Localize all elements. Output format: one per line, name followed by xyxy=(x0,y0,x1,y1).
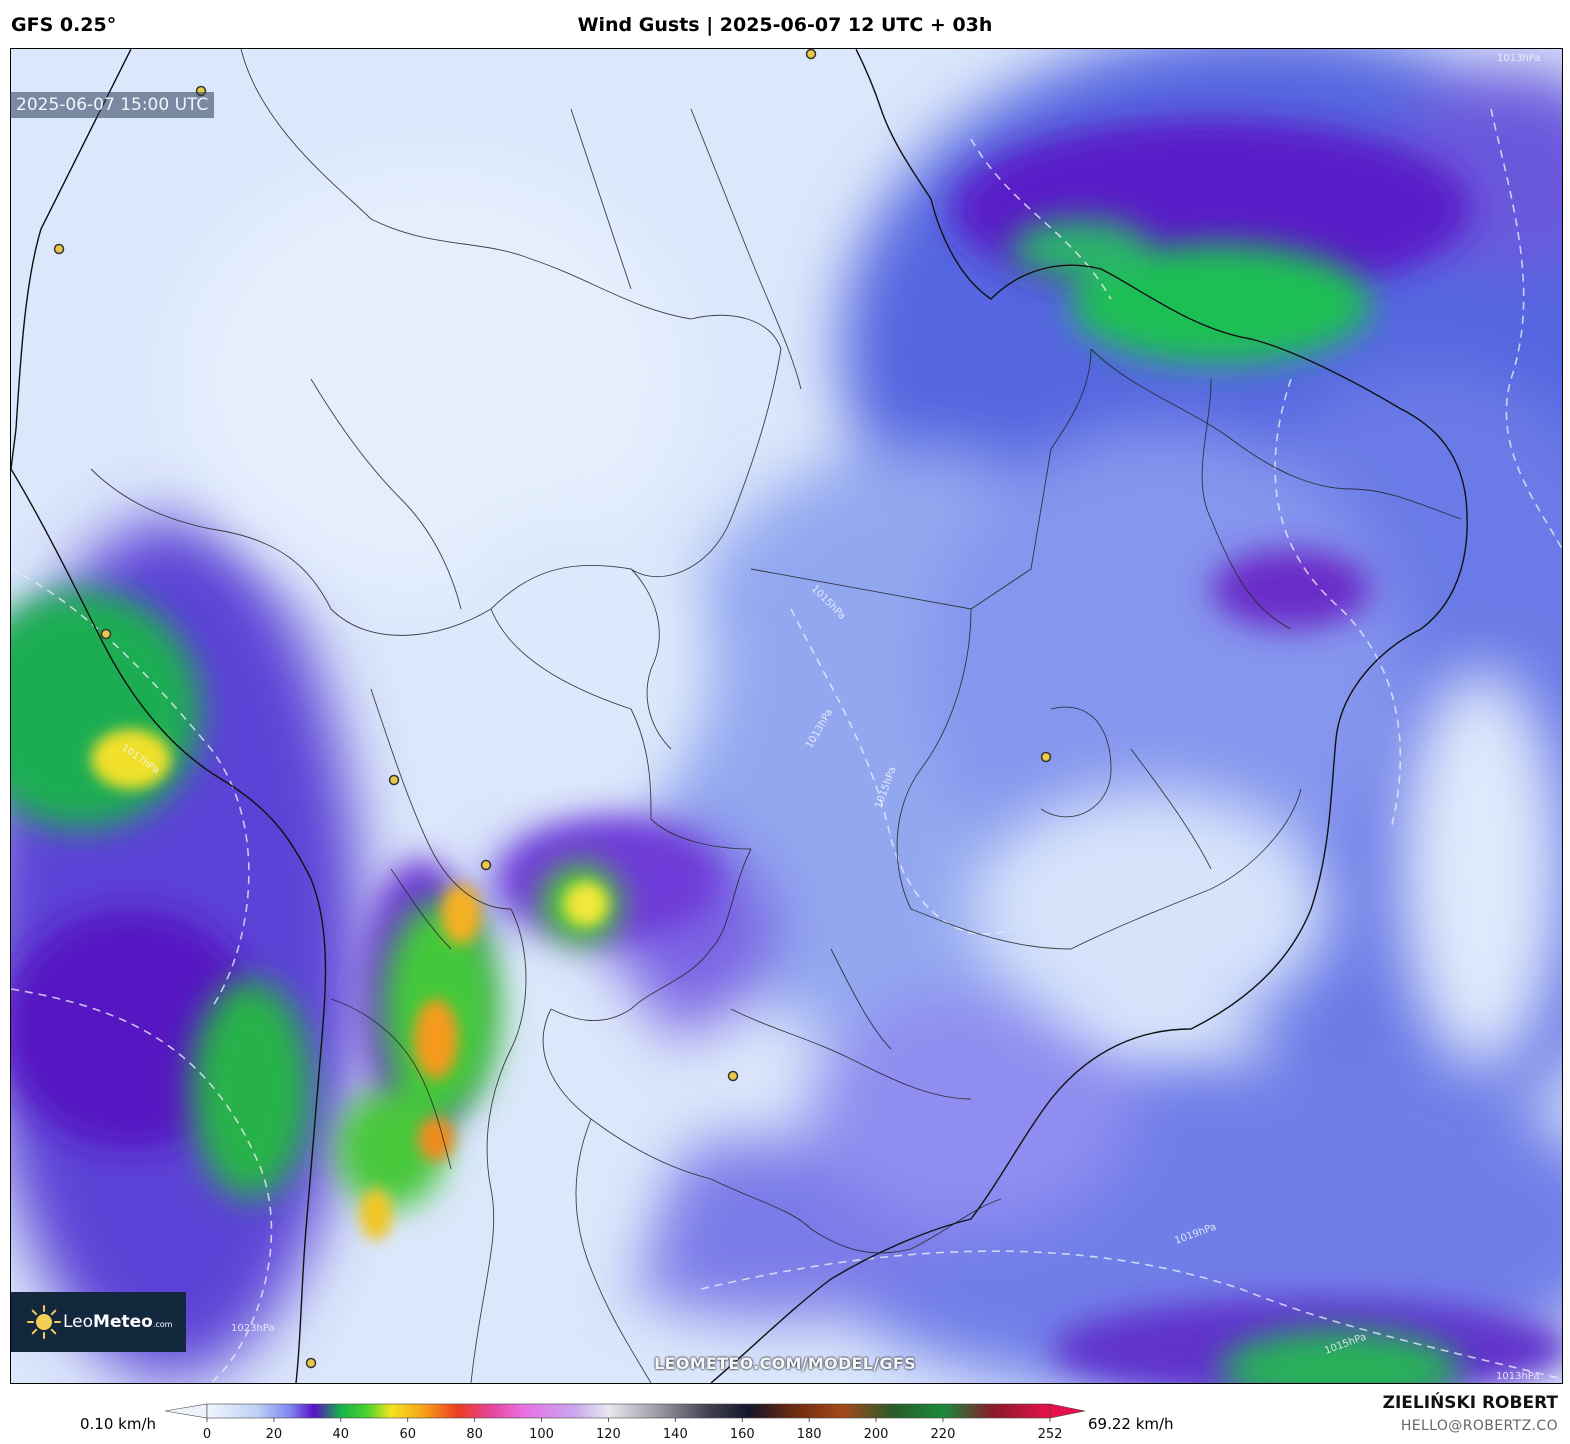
leometeo-logo: LeoMeteo.com xyxy=(11,1292,186,1352)
logo-part2: Meteo xyxy=(93,1312,153,1332)
city-marker xyxy=(388,774,400,786)
valid-time-label: 2025-06-07 15:00 UTC xyxy=(10,92,215,118)
colorbar-tick-label: 180 xyxy=(797,1427,822,1442)
isobar-label: 1013hPa xyxy=(1496,1371,1540,1382)
chart-title: Wind Gusts | 2025-06-07 12 UTC + 03h xyxy=(577,14,993,36)
sun-icon xyxy=(27,1305,61,1339)
colorbar-max-arrow xyxy=(1049,1403,1086,1419)
map-canvas: 1013hPa 1013hPa 1015hPa 1015hPa 1017hPa … xyxy=(11,49,1562,1383)
isobars xyxy=(11,108,1562,1383)
wind-gust-map: 1013hPa 1013hPa 1015hPa 1015hPa 1017hPa … xyxy=(10,48,1563,1384)
colorbar-tick-label: 40 xyxy=(333,1427,350,1442)
gust-field-calm xyxy=(171,159,1561,1349)
city-marker xyxy=(805,49,817,60)
colorbar-tick-label: 80 xyxy=(466,1427,483,1442)
colorbar: 0 20 40 60 80 100 120 140 160 180 200 220 252 xyxy=(164,1403,1086,1442)
city-marker xyxy=(53,243,65,255)
colorbar-tick-label: 220 xyxy=(931,1427,956,1442)
colorbar-max-label: 69.22 km/h xyxy=(1088,1415,1174,1433)
colorbar-tick-label: 100 xyxy=(529,1427,554,1442)
author-name: ZIELIŃSKI ROBERT xyxy=(1382,1393,1558,1413)
city-marker xyxy=(100,628,112,640)
city-marker xyxy=(305,1357,317,1369)
city-marker xyxy=(480,859,492,871)
logo-suffix: .com xyxy=(152,1320,173,1329)
logo-part1: Leo xyxy=(63,1312,94,1332)
colorbar-tick-label: 200 xyxy=(864,1427,889,1442)
isobar-label: 1013hPa xyxy=(1497,53,1541,64)
colorbar-tick-label: 120 xyxy=(596,1427,621,1442)
colorbar-min-label: 0.10 km/h xyxy=(80,1415,157,1433)
author-email: HELLO@ROBERTZ.CO xyxy=(1400,1418,1558,1434)
city-marker xyxy=(1040,751,1052,763)
logo-wordmark: LeoMeteo.com xyxy=(63,1312,172,1332)
gust-field-severe xyxy=(91,729,608,1240)
city-markers xyxy=(53,49,1052,1369)
colorbar-ticks: 0 20 40 60 80 100 120 140 160 180 200 220 252 xyxy=(203,1418,1063,1442)
colorbar-tick-label: 252 xyxy=(1038,1427,1063,1442)
colorbar-tick-label: 60 xyxy=(399,1427,416,1442)
colorbar-bar xyxy=(206,1403,1051,1419)
credit-url: LEOMETEO.COM/MODEL/GFS xyxy=(654,1354,916,1373)
model-label: GFS 0.25° xyxy=(11,14,117,36)
borders xyxy=(90,49,1462,1383)
isobar-label: 1023hPa xyxy=(231,1323,275,1334)
city-marker xyxy=(727,1070,739,1082)
colorbar-tick-label: 0 xyxy=(203,1427,211,1442)
colorbar-tick-label: 140 xyxy=(663,1427,688,1442)
colorbar-tick-label: 20 xyxy=(266,1427,283,1442)
colorbar-min-arrow xyxy=(164,1403,208,1419)
colorbar-tick-label: 160 xyxy=(730,1427,755,1442)
